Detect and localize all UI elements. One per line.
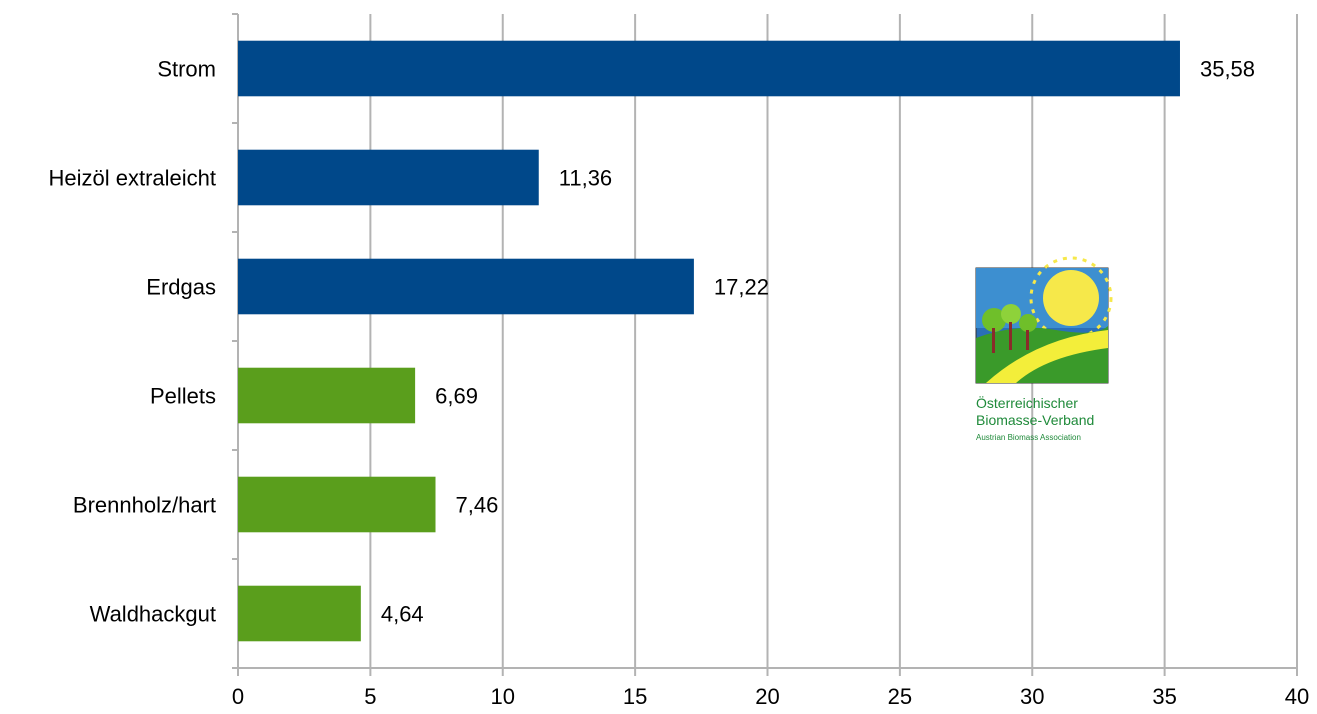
bar-6 [238, 585, 361, 642]
x-tick-label: 30 [1020, 684, 1044, 709]
value-label: 17,22 [714, 275, 769, 300]
value-label: 11,36 [559, 166, 612, 191]
x-tick-label: 40 [1285, 684, 1309, 709]
category-label: Brennholz/hart [73, 493, 216, 518]
logo: Österreichischer Biomasse-Verband Austri… [975, 256, 1113, 442]
bars [238, 40, 1180, 642]
axes [232, 13, 1298, 676]
category-label: Waldhackgut [90, 602, 216, 627]
category-label: Strom [157, 57, 216, 82]
bar-3 [238, 258, 694, 315]
x-tick-label: 0 [232, 684, 244, 709]
biomass-landscape-icon [975, 256, 1113, 384]
logo-line1: Österreichischer [976, 394, 1078, 411]
x-tick-label: 10 [491, 684, 515, 709]
bar-1 [238, 40, 1180, 97]
x-tick-label: 25 [888, 684, 912, 709]
x-tick-label: 15 [623, 684, 647, 709]
x-tick-label: 5 [364, 684, 376, 709]
value-label: 6,69 [435, 384, 478, 409]
category-label: Erdgas [146, 275, 216, 300]
category-label: Pellets [150, 384, 216, 409]
bar-5 [238, 476, 436, 533]
value-label: 4,64 [381, 602, 424, 627]
category-label: Heizöl extraleicht [48, 166, 216, 191]
gridlines [237, 14, 1298, 668]
x-tick-label: 35 [1152, 684, 1176, 709]
logo-line3: Austrian Biomass Association [976, 433, 1081, 442]
x-tick-label: 20 [755, 684, 779, 709]
value-label: 35,58 [1200, 57, 1255, 82]
bar-2 [238, 149, 539, 206]
logo-line2: Biomasse-Verband [976, 412, 1094, 428]
labels: 0 5 10 15 20 25 30 35 40 Strom 35,58 Heizöl extrale… [48, 57, 1309, 710]
bar-4 [238, 367, 416, 424]
value-label: 7,46 [456, 493, 499, 518]
